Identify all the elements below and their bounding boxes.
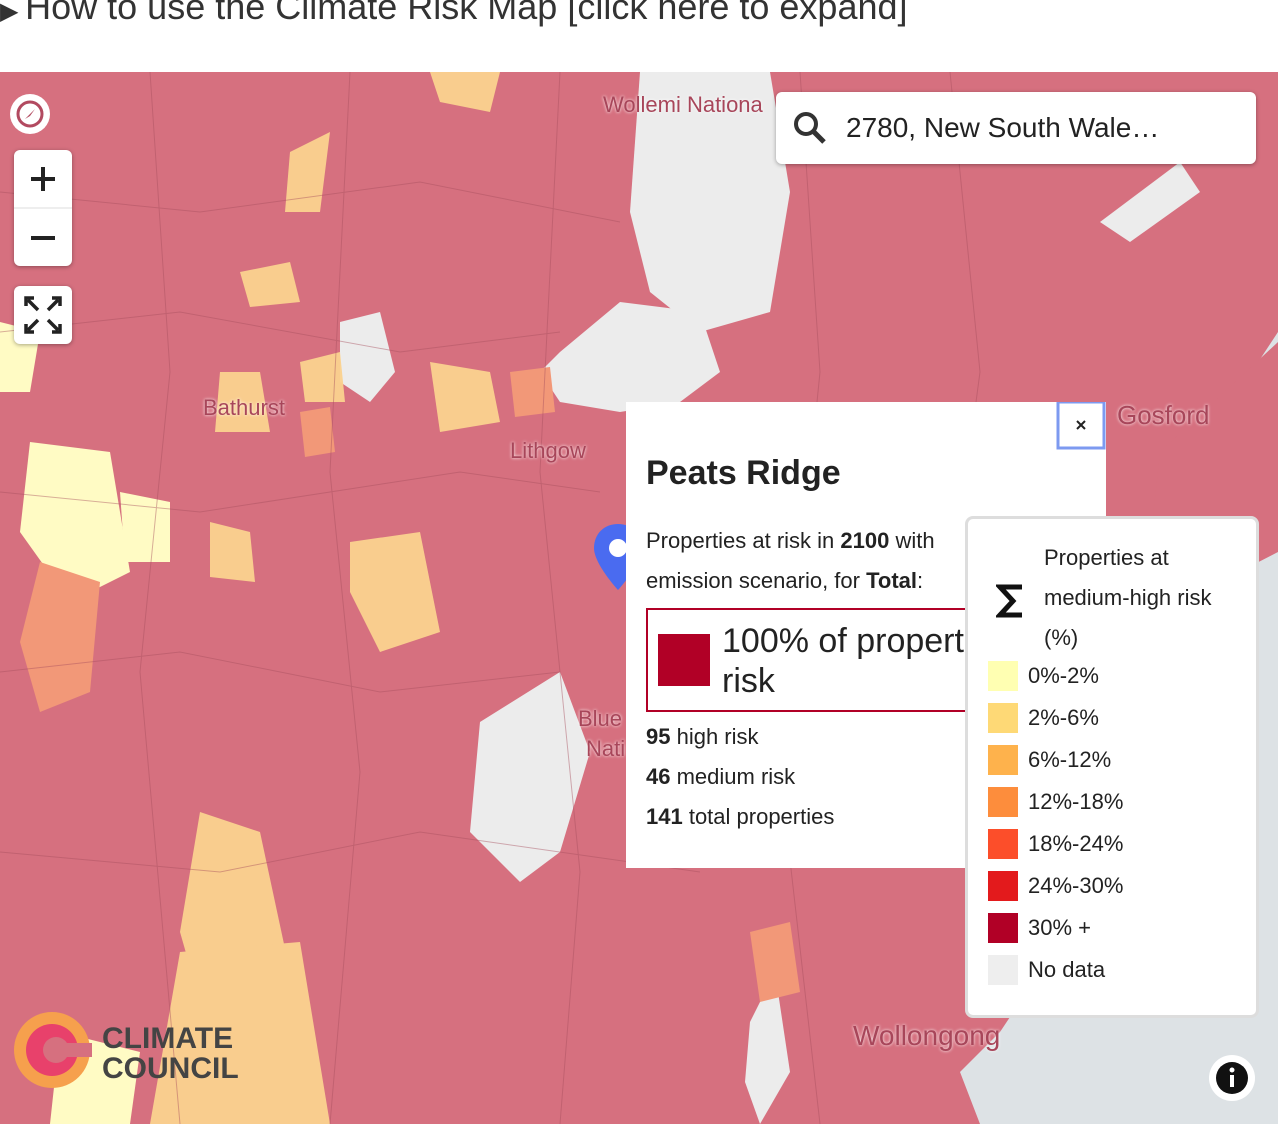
stat-label: total properties [682,804,835,829]
year: 2100 [840,528,890,553]
legend-swatch [988,829,1018,859]
legend: Properties at medium-high risk (%) 0%-2%… [965,516,1259,1018]
logo[interactable]: CLIMATE COUNCIL [12,1008,242,1092]
legend-item: 0%-2% [988,661,1099,691]
search-box[interactable]: 2780, New South Wale… [776,92,1256,164]
header-title[interactable]: How to use the Climate Risk Map [click h… [25,0,908,27]
stat-row: 46 medium risk [646,764,795,790]
legend-item: 30% + [988,913,1091,943]
sigma-icon [996,584,1022,618]
stat-count: 95 [646,724,671,749]
legend-swatch [988,871,1018,901]
risk-text: risk [722,662,775,700]
compass-button[interactable] [8,92,52,136]
legend-label: 12%-18% [1028,789,1124,814]
map-label: Blue [578,706,623,731]
map-label: Wollemi Nationa [603,92,763,117]
stat-row: 95 high risk [646,724,759,750]
popup-title: Peats Ridge [646,454,841,492]
scenario: Total [866,568,918,593]
text: emission scenario, for [646,568,867,593]
legend-swatch [988,703,1018,733]
legend-swatch [988,787,1018,817]
popup-text: emission scenario, for Total: [646,568,923,594]
stat-row: 141 total properties [646,804,834,830]
zoom-control [14,150,72,266]
text: : [917,568,924,593]
legend-swatch [988,955,1018,985]
header[interactable]: ▶ How to use the Climate Risk Map [click… [0,0,908,28]
legend-item: 6%-12% [988,745,1111,775]
legend-title: (%) [1044,625,1079,650]
map-label: Nati [586,736,626,761]
text: with [889,528,935,553]
legend-label: 6%-12% [1028,747,1112,772]
stat-label: high risk [670,724,759,749]
legend-title: Properties at [1044,545,1169,570]
search-text[interactable]: 2780, New South Wale… [846,112,1160,143]
legend-swatch [988,913,1018,943]
fullscreen-icon [24,296,62,334]
risk-swatch [658,634,710,686]
text: Properties at risk in [646,528,841,553]
legend-item: 12%-18% [988,787,1123,817]
legend-label: 0%-2% [1028,663,1099,688]
legend-item: No data [988,955,1105,985]
legend-item: 24%-30% [988,871,1123,901]
legend-swatch [988,661,1018,691]
zoom-icons[interactable] [14,150,72,266]
popup-text: Properties at risk in 2100 with [646,528,935,554]
legend-label: 18%-24% [1028,831,1124,856]
search-icon [794,112,826,144]
map-label: Gosford [1117,400,1210,430]
stat-count: 141 [646,804,683,829]
map-label: Lithgow [510,438,586,463]
legend-swatch [988,745,1018,775]
map-label: Bathurst [203,395,285,420]
legend-label: 30% + [1028,915,1091,940]
stat-count: 46 [646,764,671,789]
risk-text: 100% of propert [722,622,964,660]
legend-item: 18%-24% [988,829,1123,859]
legend-label: No data [1028,957,1106,982]
stat-label: medium risk [670,764,796,789]
legend-title: medium-high risk [1044,585,1212,610]
legend-item: 2%-6% [988,703,1099,733]
risk-box: 100% of propert risk [646,608,1106,712]
close-button[interactable] [1056,402,1106,452]
logo-text: CLIMATE [102,1022,233,1055]
fullscreen-button[interactable] [14,286,72,344]
legend-label: 2%-6% [1028,705,1099,730]
map-label: Wollongong [853,1020,1001,1051]
legend-label: 24%-30% [1028,873,1124,898]
logo-text: COUNCIL [102,1052,239,1085]
info-button[interactable] [1208,1054,1256,1102]
